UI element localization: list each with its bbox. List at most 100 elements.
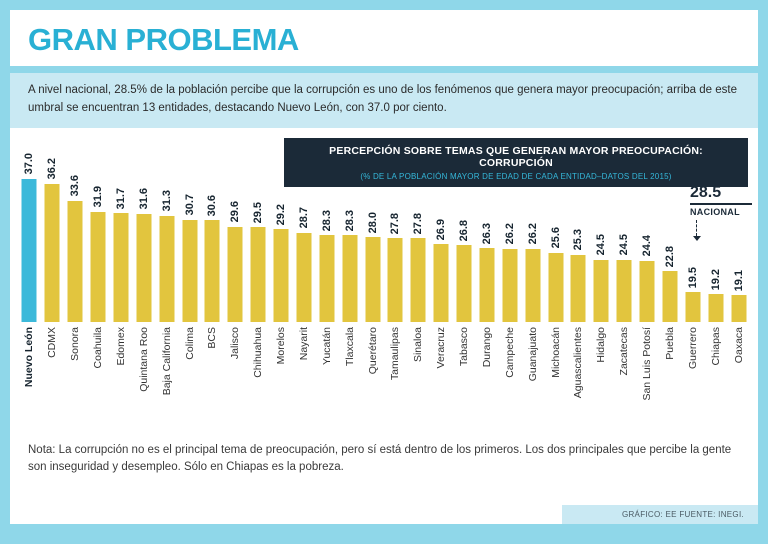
- bar: [67, 200, 83, 322]
- bar: [296, 232, 312, 322]
- bar-slot: 25.6 Michoacán: [544, 128, 567, 430]
- bar-slot: 31.3 Baja California: [155, 128, 178, 430]
- bar-slot: 19.2 Chiapas: [704, 128, 727, 430]
- bar-value-label: 26.2: [503, 223, 516, 245]
- title-band: GRAN PROBLEMA: [10, 10, 758, 66]
- national-label: NACIONAL: [690, 206, 740, 217]
- bar: [387, 238, 403, 322]
- bar: [456, 244, 472, 322]
- footer-row: GRÁFICO: EE FUENTE: INEGI.: [561, 504, 758, 524]
- bar-state-label: Jalisco: [229, 326, 242, 359]
- page-title: GRAN PROBLEMA: [28, 22, 299, 57]
- infographic-root: { "colors": { "frame_border": "#8fd7e9",…: [0, 10, 768, 544]
- bar: [708, 294, 724, 322]
- bar: [685, 292, 701, 322]
- chart-title: PERCEPCIÓN SOBRE TEMAS QUE GENERAN MAYOR…: [329, 144, 703, 169]
- bar-slot: 26.2 Campeche: [498, 128, 521, 430]
- bar-value-label: 29.5: [252, 201, 265, 224]
- bar-slot: 26.3 Durango: [476, 128, 499, 430]
- bar-value-label: 31.7: [114, 187, 127, 210]
- bar-value-label: 31.3: [160, 190, 173, 212]
- bar: [616, 259, 632, 322]
- bar: [502, 248, 518, 322]
- bar: [570, 254, 586, 322]
- bar-value-label: 30.6: [206, 194, 219, 217]
- bar-slot: 29.5 Chihuahua: [247, 128, 270, 430]
- bar-state-label: Veracruz: [435, 326, 448, 369]
- bar: [525, 248, 541, 322]
- bar-value-label: 36.2: [46, 158, 59, 180]
- bar-value-label: 22.8: [663, 245, 676, 267]
- bar: [731, 294, 747, 322]
- bar-state-label: Nuevo León: [23, 326, 36, 387]
- bar-state-label: Baja California: [160, 326, 173, 395]
- bar-value-label: 26.8: [458, 219, 471, 241]
- bar-value-label: 24.4: [641, 235, 654, 257]
- bar-state-label: Querétaro: [366, 326, 379, 374]
- bar-state-label: Sinaloa: [412, 326, 425, 362]
- bar: [342, 235, 358, 322]
- bar-value-label: 26.3: [480, 222, 493, 245]
- bar-state-label: San Luis Potosí: [641, 326, 654, 401]
- bar-slot: 22.8 Puebla: [659, 128, 682, 430]
- bar-slot: 19.5 Guerrero: [681, 128, 704, 430]
- bar-slot: 26.8 Tabasco: [453, 128, 476, 430]
- infographic-frame: GRAN PROBLEMA A nivel nacional, 28.5% de…: [10, 10, 758, 524]
- bar-slot: 33.6 Sonora: [64, 128, 87, 430]
- bar-slot: 29.2 Morelos: [270, 128, 293, 430]
- bar-state-label: Campeche: [503, 326, 516, 378]
- bar: [182, 219, 198, 322]
- bar: [639, 260, 655, 322]
- bar-value-label: 29.6: [229, 201, 242, 223]
- bar-value-label: 26.9: [435, 218, 448, 241]
- bar-value-label: 25.3: [572, 229, 585, 251]
- bar: [204, 220, 220, 322]
- bar-value-label: 33.6: [69, 175, 82, 197]
- bar-slot: 25.3 Aguascalientes: [567, 128, 590, 430]
- bar: [662, 270, 678, 322]
- bar-value-label: 28.0: [366, 211, 379, 234]
- bar-slot: 30.7 Colima: [178, 128, 201, 430]
- bar-state-label: Aguascalientes: [572, 326, 585, 398]
- bar-slot: 36.2 CDMX: [41, 128, 64, 430]
- bar-value-label: 37.0: [23, 153, 36, 175]
- bar: [273, 229, 289, 322]
- bar: [319, 235, 335, 322]
- footnote-text: Nota: La corrupción no es el principal t…: [10, 429, 758, 483]
- intro-text: A nivel nacional, 28.5% de la población …: [10, 73, 758, 128]
- bar-state-label: Zacatecas: [618, 326, 631, 376]
- bar-value-label: 31.6: [137, 188, 150, 210]
- bar-state-label: Chihuahua: [252, 326, 265, 378]
- bar-slot: 27.8 Sinaloa: [407, 128, 430, 430]
- bar-state-label: CDMX: [46, 326, 59, 358]
- bar-value-label: 25.6: [549, 227, 562, 249]
- bar-slot: 26.2 Guanajuato: [521, 128, 544, 430]
- bar: [433, 244, 449, 322]
- bar-value-label: 19.2: [709, 268, 722, 291]
- bar: [548, 252, 564, 322]
- bar: [410, 238, 426, 322]
- national-dashed-line: [696, 219, 697, 236]
- bars-row: 37.0 Nuevo León 36.2 CDMX 33.6 Sonora 31.9 Coah…: [18, 128, 750, 430]
- chart-area: 37.0 Nuevo León 36.2 CDMX 33.6 Sonora 31.9 Coah…: [10, 127, 758, 430]
- bar: [479, 248, 495, 322]
- bar-state-label: Nayarit: [297, 326, 310, 360]
- bar-state-label: Coahuila: [92, 326, 105, 369]
- bar-slot: 26.9 Veracruz: [430, 128, 453, 430]
- bar-state-label: Guerrero: [686, 326, 699, 369]
- bar-state-label: Durango: [480, 326, 493, 367]
- bar-value-label: 28.3: [320, 209, 333, 232]
- bar-slot: 31.9 Coahuila: [87, 128, 110, 430]
- bar-value-label: 27.8: [412, 213, 425, 235]
- bar-slot: 31.6 Quintana Roo: [132, 128, 155, 430]
- bar-slot: 27.8 Tamaulipas: [384, 128, 407, 430]
- bar-slot: 28.0 Querétaro: [361, 128, 384, 430]
- bar-state-label: Oaxaca: [732, 326, 745, 363]
- national-arrow-icon: [693, 235, 701, 241]
- bar-value-label: 24.5: [595, 234, 608, 256]
- bar-slot: 24.5 Zacatecas: [613, 128, 636, 430]
- national-value: 28.5: [690, 184, 752, 205]
- bar-state-label: Guanajuato: [526, 326, 539, 381]
- bar: [159, 215, 175, 322]
- bar-state-label: BCS: [206, 326, 219, 349]
